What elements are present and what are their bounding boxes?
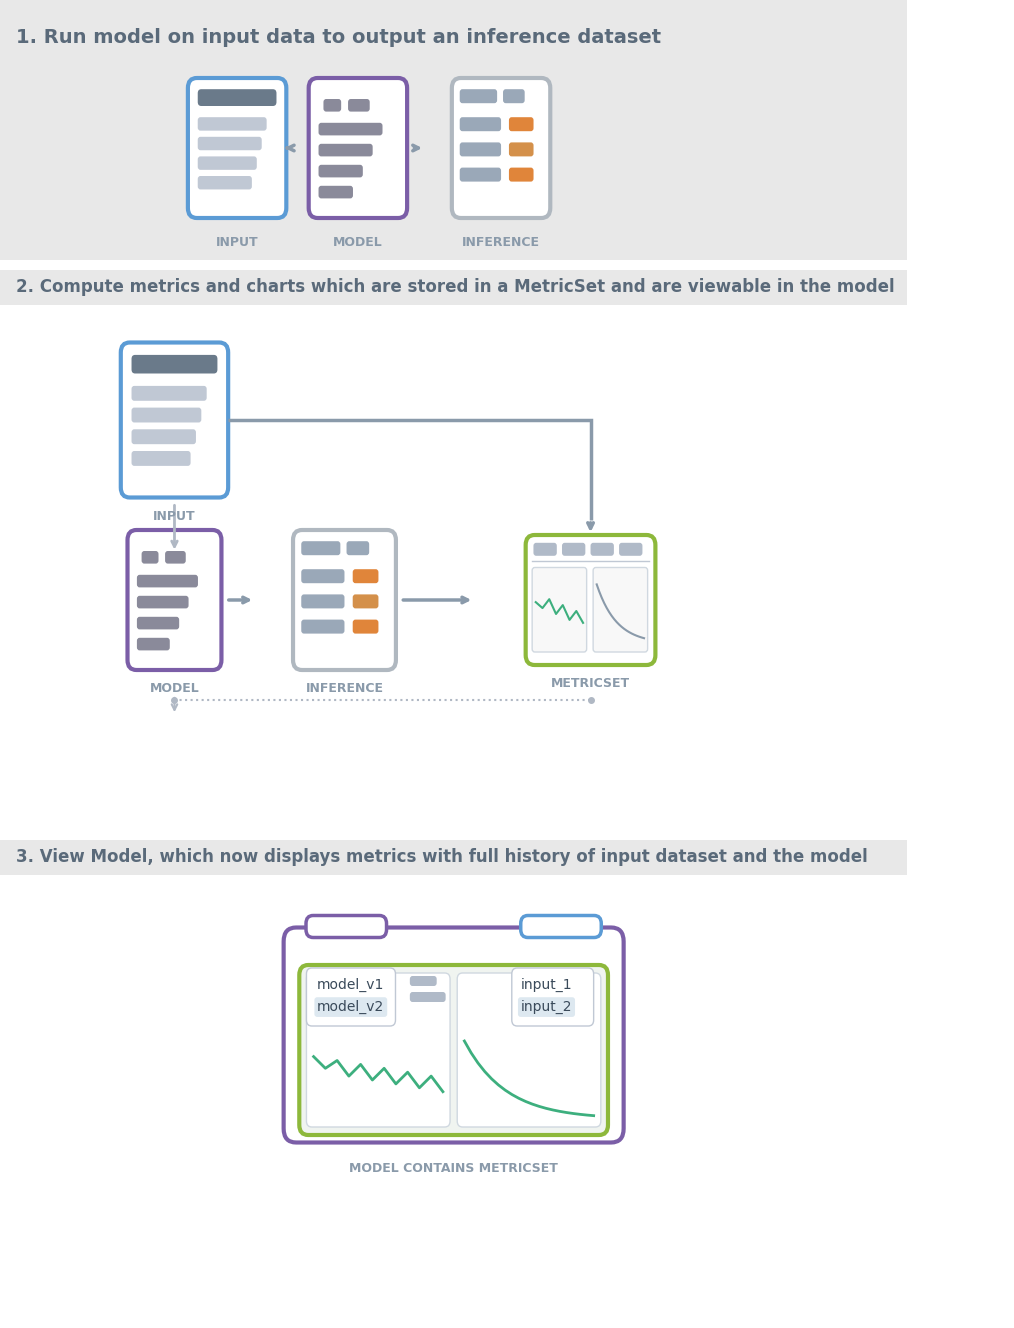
FancyBboxPatch shape: [299, 965, 608, 1135]
FancyBboxPatch shape: [318, 143, 373, 157]
FancyBboxPatch shape: [308, 78, 407, 218]
FancyBboxPatch shape: [410, 976, 437, 985]
FancyBboxPatch shape: [0, 270, 908, 305]
Text: model_v1: model_v1: [317, 977, 384, 992]
FancyBboxPatch shape: [198, 137, 262, 150]
FancyBboxPatch shape: [0, 841, 908, 875]
FancyBboxPatch shape: [347, 542, 369, 555]
FancyBboxPatch shape: [459, 167, 501, 182]
Text: 1. Run model on input data to output an inference dataset: 1. Run model on input data to output an …: [16, 28, 661, 46]
FancyBboxPatch shape: [353, 570, 378, 583]
Text: INPUT: INPUT: [153, 510, 196, 522]
FancyBboxPatch shape: [318, 186, 353, 198]
FancyBboxPatch shape: [306, 968, 395, 1027]
FancyBboxPatch shape: [521, 915, 601, 938]
FancyBboxPatch shape: [132, 408, 202, 422]
FancyBboxPatch shape: [132, 429, 196, 444]
FancyBboxPatch shape: [132, 386, 207, 401]
FancyBboxPatch shape: [301, 620, 345, 633]
FancyBboxPatch shape: [318, 165, 363, 178]
FancyBboxPatch shape: [410, 992, 445, 1003]
Text: 3. View Model, which now displays metrics with full history of input dataset and: 3. View Model, which now displays metric…: [16, 849, 868, 866]
Text: 2. Compute metrics and charts which are stored in a MetricSet and are viewable i: 2. Compute metrics and charts which are …: [16, 278, 894, 296]
FancyBboxPatch shape: [142, 551, 158, 563]
FancyBboxPatch shape: [137, 637, 169, 651]
FancyBboxPatch shape: [353, 595, 378, 608]
FancyBboxPatch shape: [509, 142, 533, 157]
FancyBboxPatch shape: [306, 915, 386, 938]
FancyBboxPatch shape: [132, 355, 217, 373]
FancyBboxPatch shape: [533, 543, 557, 556]
FancyBboxPatch shape: [165, 551, 186, 563]
Text: MODEL CONTAINS METRICSET: MODEL CONTAINS METRICSET: [349, 1162, 558, 1175]
Text: INFERENCE: INFERENCE: [462, 236, 540, 250]
FancyBboxPatch shape: [198, 89, 277, 106]
FancyBboxPatch shape: [525, 535, 655, 665]
FancyBboxPatch shape: [459, 117, 501, 131]
FancyBboxPatch shape: [137, 616, 179, 629]
FancyBboxPatch shape: [132, 452, 191, 466]
FancyBboxPatch shape: [301, 542, 341, 555]
FancyBboxPatch shape: [459, 89, 497, 104]
FancyBboxPatch shape: [306, 973, 450, 1127]
FancyBboxPatch shape: [353, 620, 378, 633]
FancyBboxPatch shape: [323, 100, 341, 112]
Text: MODEL: MODEL: [150, 683, 200, 695]
FancyBboxPatch shape: [128, 530, 221, 671]
FancyBboxPatch shape: [512, 968, 593, 1027]
FancyBboxPatch shape: [348, 100, 370, 112]
FancyBboxPatch shape: [198, 117, 267, 130]
FancyBboxPatch shape: [459, 142, 501, 157]
FancyBboxPatch shape: [137, 596, 189, 608]
FancyBboxPatch shape: [137, 575, 198, 587]
FancyBboxPatch shape: [301, 570, 345, 583]
FancyBboxPatch shape: [509, 167, 533, 182]
FancyBboxPatch shape: [198, 177, 251, 190]
FancyBboxPatch shape: [0, 0, 908, 260]
Text: METRICSET: METRICSET: [551, 677, 630, 691]
Text: model_v2: model_v2: [317, 1000, 384, 1015]
FancyBboxPatch shape: [198, 157, 257, 170]
FancyBboxPatch shape: [452, 78, 551, 218]
Text: input_1: input_1: [521, 977, 572, 992]
Text: INFERENCE: INFERENCE: [305, 683, 383, 695]
FancyBboxPatch shape: [620, 543, 643, 556]
FancyBboxPatch shape: [121, 343, 228, 498]
FancyBboxPatch shape: [593, 567, 648, 652]
FancyBboxPatch shape: [284, 927, 624, 1142]
FancyBboxPatch shape: [293, 530, 395, 671]
FancyBboxPatch shape: [301, 595, 345, 608]
FancyBboxPatch shape: [457, 973, 601, 1127]
FancyBboxPatch shape: [509, 117, 533, 131]
Text: input_2: input_2: [521, 1000, 572, 1015]
Text: MODEL: MODEL: [333, 236, 382, 250]
Text: INPUT: INPUT: [216, 236, 259, 250]
FancyBboxPatch shape: [188, 78, 286, 218]
FancyBboxPatch shape: [532, 567, 587, 652]
FancyBboxPatch shape: [503, 89, 524, 104]
FancyBboxPatch shape: [590, 543, 613, 556]
FancyBboxPatch shape: [318, 122, 382, 135]
FancyBboxPatch shape: [562, 543, 585, 556]
